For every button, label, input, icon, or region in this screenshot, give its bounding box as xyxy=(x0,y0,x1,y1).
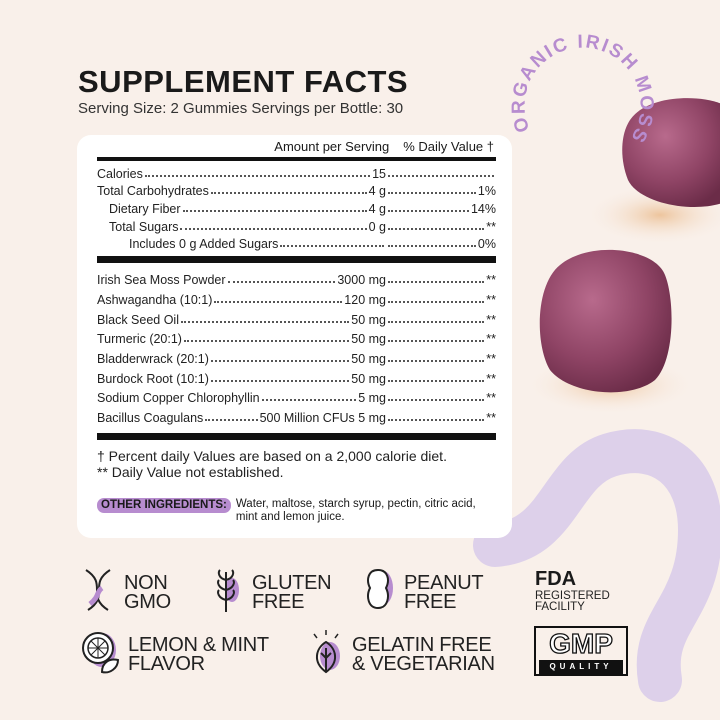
wheat-icon xyxy=(208,566,244,619)
row-amount: 4 g xyxy=(368,184,386,199)
badge-peanut: PEANUT FREE xyxy=(360,566,484,619)
row-name: Total Sugars xyxy=(109,219,179,234)
row-amount: 0 g xyxy=(368,219,386,234)
row-dv: ** xyxy=(486,391,496,406)
gmp-sub: QUALITY xyxy=(539,660,623,674)
table-row: Total Carbohydrates 4 g 1% xyxy=(97,181,496,199)
row-dv: ** xyxy=(486,371,496,386)
page-title: SUPPLEMENT FACTS xyxy=(78,64,409,99)
fda-line: FACILITY xyxy=(535,601,585,613)
badge-line: GELATIN FREE xyxy=(352,633,492,656)
table-row: Bacillus Coagulans 500 Million CFUs 5 mg *… xyxy=(97,405,496,425)
row-dv: 14% xyxy=(470,202,496,217)
lemon-icon xyxy=(80,628,120,681)
badge-line: FREE xyxy=(404,590,457,613)
row-dv: ** xyxy=(486,332,496,347)
row-amount: 50 mg xyxy=(351,312,386,327)
badge-line: FLAVOR xyxy=(128,652,205,675)
badge-leaf: GELATIN FREE & VEGETARIAN xyxy=(308,628,495,681)
table-row: Sodium Copper Chlorophyllin 5 mg ** xyxy=(97,386,496,406)
row-name: Bladderwrack (20:1) xyxy=(97,351,209,366)
other-ingredients: OTHER INGREDIENTS: Water, maltose, starc… xyxy=(97,497,496,524)
nutrient-list: Calories 15 Total Carbohydrates 4 g 1% Dietar… xyxy=(97,161,496,256)
row-dv: 1% xyxy=(477,184,496,199)
row-name: Black Seed Oil xyxy=(97,312,179,327)
badge-line: GLUTEN xyxy=(252,571,332,594)
table-row: Dietary Fiber 4 g 14% xyxy=(97,198,496,216)
table-row: Irish Sea Moss Powder 3000 mg ** xyxy=(97,267,496,287)
row-name: Bacillus Coagulans xyxy=(97,410,204,425)
table-row: Includes 0 g Added Sugars 0% xyxy=(97,234,496,252)
row-dv: ** xyxy=(486,273,496,288)
gummy-2 xyxy=(539,249,672,393)
footnote: ** Daily Value not established. xyxy=(97,463,284,480)
row-name: Sodium Copper Chlorophyllin xyxy=(97,391,260,406)
row-dv: ** xyxy=(486,351,496,366)
badge-line: & VEGETARIAN xyxy=(352,652,495,675)
serving-info: Serving Size: 2 Gummies Servings per Bot… xyxy=(78,100,404,117)
table-row: Total Sugars 0 g ** xyxy=(97,216,496,234)
row-amount: 50 mg xyxy=(351,351,386,366)
fda-badge: FDA REGISTERED FACILITY xyxy=(535,568,610,613)
stamp-text: ORGANIC IRISH MOSS xyxy=(509,31,657,147)
row-name: Irish Sea Moss Powder xyxy=(97,273,226,288)
leaf-icon xyxy=(308,628,344,681)
fda-line: REGISTERED xyxy=(535,590,610,602)
badge-wheat: GLUTEN FREE xyxy=(208,566,332,619)
badge-line: NON xyxy=(124,571,168,594)
row-dv: ** xyxy=(486,312,496,327)
row-amount: 15 xyxy=(372,166,386,181)
row-amount: 3000 mg xyxy=(337,273,386,288)
amount-header: Amount per Serving xyxy=(274,139,390,154)
other-ingredients-label: OTHER INGREDIENTS: xyxy=(97,497,231,513)
gmp-title: GMP xyxy=(548,627,613,659)
dna-icon xyxy=(80,566,116,619)
row-name: Turmeric (20:1) xyxy=(97,332,182,347)
row-name: Total Carbohydrates xyxy=(97,184,209,199)
table-row: Ashwagandha (10:1) 120 mg ** xyxy=(97,287,496,307)
row-dv: 0% xyxy=(477,237,496,252)
row-amount: 4 g xyxy=(368,202,386,217)
badge-line: LEMON & MINT xyxy=(128,633,269,656)
table-row: Burdock Root (10:1) 50 mg ** xyxy=(97,366,496,386)
dv-header: % Daily Value † xyxy=(403,139,494,154)
supplement-facts-panel: Amount per Serving % Daily Value † Calor… xyxy=(77,135,512,538)
badge-line: PEANUT xyxy=(404,571,484,594)
badge-line: FREE xyxy=(252,590,305,613)
row-dv: ** xyxy=(486,410,496,425)
badge-dna: NON GMO xyxy=(80,566,171,619)
row-name: Calories xyxy=(97,166,143,181)
row-amount: 50 mg xyxy=(351,371,386,386)
column-headers: Amount per Serving % Daily Value † xyxy=(97,135,496,157)
footnote: † Percent daily Values are based on a 2,… xyxy=(97,447,447,464)
table-row: Bladderwrack (20:1) 50 mg ** xyxy=(97,346,496,366)
row-name: Includes 0 g Added Sugars xyxy=(129,237,279,252)
gummy-1 xyxy=(622,98,720,208)
fda-title: FDA xyxy=(535,568,577,590)
badge-line: GMO xyxy=(124,590,171,613)
ingredient-list: Irish Sea Moss Powder 3000 mg ** Ashwagandh… xyxy=(97,263,496,433)
badge-lemon: LEMON & MINT FLAVOR xyxy=(80,628,269,681)
row-amount: 5 mg xyxy=(358,391,386,406)
table-row: Calories 15 xyxy=(97,163,496,181)
footnotes: † Percent daily Values are based on a 2,… xyxy=(97,448,496,480)
table-row: Turmeric (20:1) 50 mg ** xyxy=(97,327,496,347)
peanut-icon xyxy=(360,566,396,619)
row-name: Dietary Fiber xyxy=(109,202,181,217)
row-amount: 50 mg xyxy=(351,332,386,347)
other-ingredients-text: Water, maltose, starch syrup, pectin, ci… xyxy=(235,497,476,523)
row-dv: ** xyxy=(486,219,496,234)
row-dv: ** xyxy=(486,292,496,307)
row-amount: 500 Million CFUs 5 mg xyxy=(259,410,386,425)
gmp-badge: GMP QUALITY xyxy=(534,626,628,676)
row-amount: 120 mg xyxy=(344,292,386,307)
table-row: Black Seed Oil 50 mg ** xyxy=(97,307,496,327)
row-name: Ashwagandha (10:1) xyxy=(97,292,213,307)
row-name: Burdock Root (10:1) xyxy=(97,371,209,386)
